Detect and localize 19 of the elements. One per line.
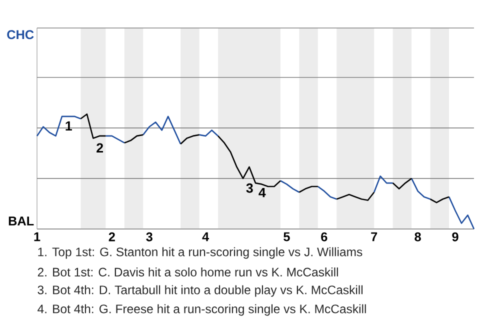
x-tick-label: 7 xyxy=(371,232,378,242)
x-tick-label: 2 xyxy=(108,232,115,242)
annotation: 2 xyxy=(96,143,103,152)
text: 4. Bot 4th: G. Freese hit a run-scoring single vs K. McCaskill xyxy=(38,304,366,316)
annotation: 1 xyxy=(66,121,72,131)
x-tick-label: 8 xyxy=(414,232,421,242)
text: 1. Top 1st: G. Stanton hit a run-scoring single vs J. Williams xyxy=(38,247,362,259)
annotation: 3 xyxy=(246,183,253,193)
ref-line-label: CHC xyxy=(7,30,34,40)
x-tick-label: 6 xyxy=(321,232,328,242)
text: 3. Bot 4th: D. Tartabull hit into a double play vs K. McCaskill xyxy=(38,285,363,297)
ref-line-label: BAL xyxy=(8,216,34,226)
x-tick-label: 9 xyxy=(452,232,458,242)
x-tick-label: 5 xyxy=(284,232,290,242)
annotation: 4 xyxy=(258,188,266,198)
x-tick-label: 1 xyxy=(34,232,40,242)
x-tick-label: 4 xyxy=(202,232,210,242)
text: 2. Bot 1st: C. Davis hit a solo home run vs K. McCaskill xyxy=(38,267,338,276)
x-tick-label: 3 xyxy=(146,232,152,242)
